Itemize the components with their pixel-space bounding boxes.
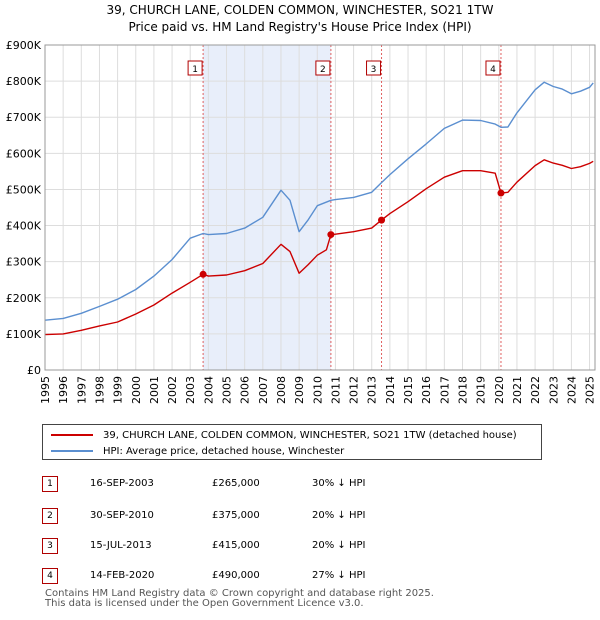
plot-frame bbox=[44, 44, 596, 371]
x-tick-label: 2020 bbox=[493, 376, 506, 404]
sale-point bbox=[327, 231, 335, 239]
chart-subtitle: Price paid vs. HM Land Registry's House … bbox=[128, 20, 472, 34]
sale-hpi-diff: 30% ↓ HPI bbox=[312, 478, 366, 489]
table-row: 1 16-SEP-2003 £265,000 30% ↓ HPI bbox=[42, 476, 562, 492]
sale-date: 30-SEP-2010 bbox=[90, 510, 154, 521]
sale-marker-label: 1 bbox=[192, 65, 198, 75]
y-tick-label: £800K bbox=[6, 75, 42, 88]
sale-price: £265,000 bbox=[212, 478, 260, 489]
x-tick-label: 2006 bbox=[239, 376, 252, 404]
sale-number-badge: 4 bbox=[42, 568, 58, 584]
sale-marker-badge bbox=[315, 60, 331, 76]
x-tick-label: 2001 bbox=[148, 376, 161, 404]
legend: 39, CHURCH LANE, COLDEN COMMON, WINCHEST… bbox=[42, 424, 542, 460]
y-tick-label: £100K bbox=[6, 328, 42, 341]
sale-hpi-diff: 20% ↓ HPI bbox=[312, 510, 366, 521]
x-tick-label: 1999 bbox=[112, 376, 125, 404]
x-tick-label: 2017 bbox=[438, 376, 451, 404]
x-tick-label: 2011 bbox=[329, 376, 342, 404]
sale-number-badge: 1 bbox=[42, 476, 58, 492]
y-tick-label: £700K bbox=[6, 111, 42, 124]
x-tick-label: 2010 bbox=[311, 376, 324, 404]
sale-marker-label: 4 bbox=[490, 65, 496, 75]
x-tick-label: 2014 bbox=[384, 376, 397, 404]
sale-hpi-diff: 27% ↓ HPI bbox=[312, 570, 366, 581]
sale-marker-badge bbox=[485, 60, 501, 76]
x-tick-label: 2025 bbox=[584, 376, 597, 404]
x-tick-label: 2005 bbox=[221, 376, 234, 404]
x-tick-label: 2008 bbox=[275, 376, 288, 404]
x-tick-label: 2015 bbox=[402, 376, 415, 404]
x-tick-label: 1997 bbox=[75, 376, 88, 404]
y-tick-label: £600K bbox=[6, 147, 42, 160]
sale-point bbox=[199, 270, 207, 278]
x-tick-label: 2004 bbox=[202, 376, 215, 404]
x-tick-label: 2016 bbox=[420, 376, 433, 404]
y-tick-label: £500K bbox=[6, 183, 42, 196]
hpi-line bbox=[44, 81, 594, 321]
ownership-shaded-band bbox=[203, 45, 331, 370]
x-tick-label: 2023 bbox=[547, 376, 560, 404]
price-chart: 1 2 3 4 £0 £100K £200K £300K £400K £500K £600K £70… bbox=[6, 39, 597, 404]
x-tick-label: 2003 bbox=[184, 376, 197, 404]
x-tick-label: 2024 bbox=[565, 376, 578, 404]
y-tick-label: £200K bbox=[6, 292, 42, 305]
legend-label-hpi: HPI: Average price, detached house, Winc… bbox=[103, 445, 345, 457]
x-tick-label: 2022 bbox=[529, 376, 542, 404]
sale-price: £490,000 bbox=[212, 570, 260, 581]
sale-marker-label: 3 bbox=[371, 65, 377, 75]
x-tick-label: 2002 bbox=[166, 376, 179, 404]
footer-copyright: Contains HM Land Registry data © Crown c… bbox=[45, 588, 434, 599]
sale-number-badge: 2 bbox=[42, 508, 58, 524]
sale-marker-badge bbox=[366, 60, 382, 76]
x-tick-label: 2021 bbox=[511, 376, 524, 404]
legend-item-hpi: HPI: Average price, detached house, Winc… bbox=[51, 444, 344, 458]
y-tick-label: £900K bbox=[6, 39, 42, 52]
x-tick-label: 2012 bbox=[348, 376, 361, 404]
x-tick-label: 2018 bbox=[456, 376, 469, 404]
x-tick-label: 1998 bbox=[93, 376, 106, 404]
footer-license: This data is licensed under the Open Gov… bbox=[45, 598, 364, 609]
table-row: 2 30-SEP-2010 £375,000 20% ↓ HPI bbox=[42, 508, 562, 524]
x-tick-label: 2007 bbox=[257, 376, 270, 404]
chart-title: 39, CHURCH LANE, COLDEN COMMON, WINCHEST… bbox=[106, 3, 494, 17]
sale-hpi-diff: 20% ↓ HPI bbox=[312, 540, 366, 551]
sale-price: £415,000 bbox=[212, 540, 260, 551]
legend-label-property: 39, CHURCH LANE, COLDEN COMMON, WINCHEST… bbox=[103, 429, 517, 441]
sale-marker-label: 2 bbox=[320, 65, 326, 75]
sale-number-badge: 3 bbox=[42, 538, 58, 554]
legend-swatch-property bbox=[51, 434, 93, 436]
y-tick-label: £0 bbox=[27, 364, 41, 377]
sale-point bbox=[378, 216, 386, 224]
legend-item-property: 39, CHURCH LANE, COLDEN COMMON, WINCHEST… bbox=[51, 428, 517, 442]
table-row: 4 14-FEB-2020 £490,000 27% ↓ HPI bbox=[42, 568, 562, 584]
sale-price: £375,000 bbox=[212, 510, 260, 521]
x-tick-label: 2009 bbox=[293, 376, 306, 404]
footer: Contains HM Land Registry data © Crown c… bbox=[45, 589, 434, 609]
x-tick-label: 1996 bbox=[57, 376, 70, 404]
y-tick-label: £300K bbox=[6, 256, 42, 269]
sale-date: 15-JUL-2013 bbox=[90, 540, 152, 551]
legend-swatch-hpi bbox=[51, 450, 93, 452]
y-tick-label: £400K bbox=[6, 220, 42, 233]
x-tick-label: 2019 bbox=[475, 376, 488, 404]
sale-marker-badge bbox=[187, 60, 203, 76]
sale-date: 14-FEB-2020 bbox=[90, 570, 155, 581]
x-tick-label: 1995 bbox=[39, 376, 52, 404]
x-tick-label: 2000 bbox=[130, 376, 143, 404]
sale-date: 16-SEP-2003 bbox=[90, 478, 154, 489]
table-row: 3 15-JUL-2013 £415,000 20% ↓ HPI bbox=[42, 538, 562, 554]
x-tick-label: 2013 bbox=[366, 376, 379, 404]
sale-point bbox=[497, 189, 505, 197]
property-price-line bbox=[44, 159, 594, 336]
